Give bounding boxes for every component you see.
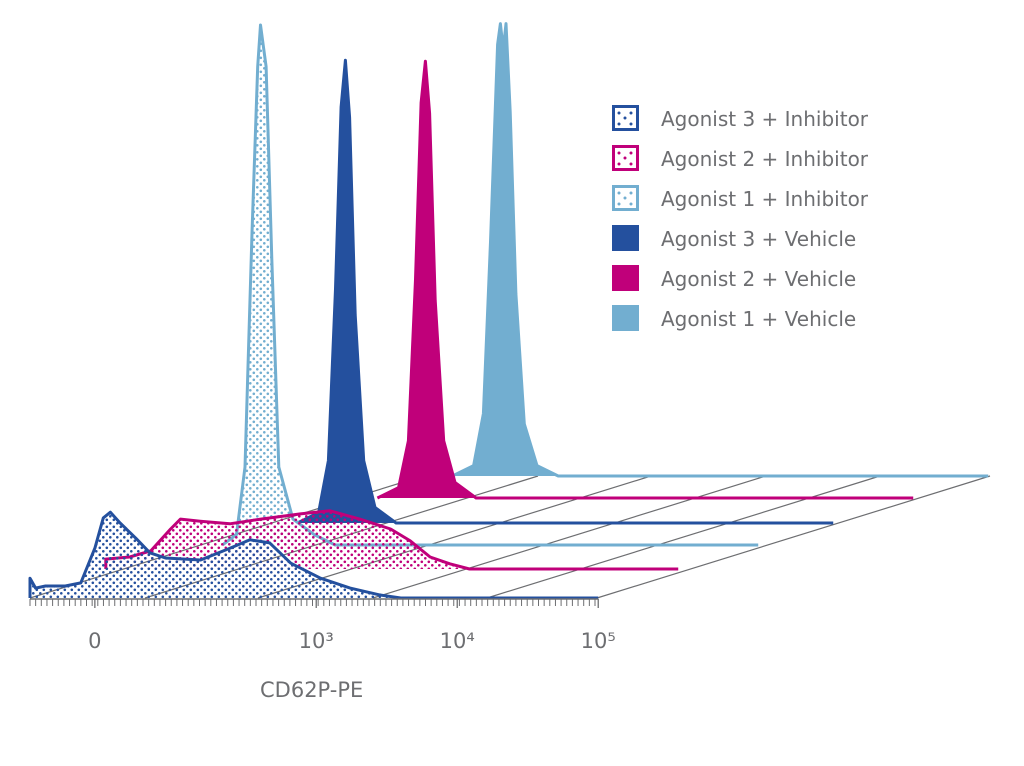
x-tick-label: 10⁴	[440, 629, 475, 653]
legend-item: Agonist 2 + Inhibitor	[612, 145, 869, 171]
histogram-outline	[451, 22, 989, 478]
legend-label: Agonist 2 + Vehicle	[661, 267, 856, 291]
x-axis-label: CD62P-PE	[260, 678, 363, 702]
legend-label: Agonist 3 + Vehicle	[661, 227, 856, 251]
legend-swatch-solid	[612, 265, 639, 291]
legend-item: Agonist 3 + Vehicle	[612, 225, 856, 251]
series-agonist-2-vehicle	[376, 59, 914, 500]
histogram-area	[222, 25, 336, 545]
legend-item: Agonist 3 + Inhibitor	[612, 105, 869, 131]
depth-grid-line	[596, 475, 991, 599]
x-tick-label: 10⁵	[581, 629, 616, 653]
legend-label: Agonist 1 + Vehicle	[661, 307, 856, 331]
depth-grid-line	[372, 475, 767, 599]
legend-item: Agonist 2 + Vehicle	[612, 265, 856, 291]
series-agonist-3-vehicle	[296, 58, 834, 525]
legend-label: Agonist 1 + Inhibitor	[661, 187, 869, 211]
legend-label: Agonist 2 + Inhibitor	[661, 147, 869, 171]
legend-swatch-solid	[612, 225, 639, 251]
x-tick-label: 0	[88, 629, 101, 653]
depth-grid-line	[486, 475, 881, 599]
histogram-area	[452, 23, 559, 476]
histogram-outline	[376, 59, 914, 500]
legend-item: Agonist 1 + Vehicle	[612, 305, 856, 331]
histogram-area	[297, 60, 397, 523]
histogram-outline	[28, 510, 599, 600]
histogram-layers	[28, 22, 989, 600]
series-agonist-3-inhibitor	[28, 510, 599, 600]
legend: Agonist 3 + Inhibitor Agonist 2 + Inhibit…	[612, 105, 869, 331]
histogram-area	[377, 61, 477, 498]
legend-item: Agonist 1 + Inhibitor	[612, 185, 869, 211]
legend-swatch-solid	[612, 305, 639, 331]
histogram-outline	[296, 58, 834, 525]
x-axis: 0 10³ 10⁴ 10⁵	[29, 598, 616, 653]
x-tick-label: 10³	[299, 629, 334, 653]
series-agonist-1-vehicle	[451, 22, 989, 478]
legend-label: Agonist 3 + Inhibitor	[661, 107, 869, 131]
